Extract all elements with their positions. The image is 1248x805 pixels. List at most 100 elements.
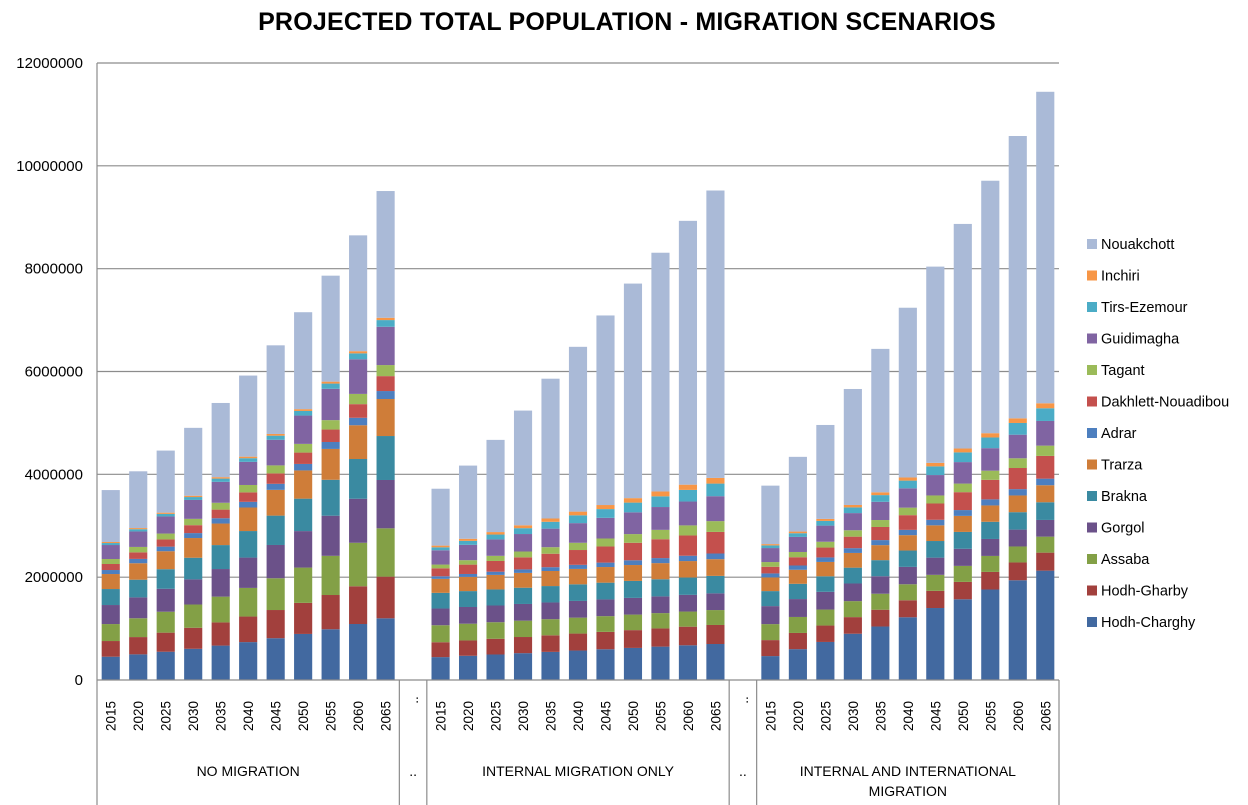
bar-segment-assaba [1036, 536, 1055, 553]
bar-segment-nouakchott [871, 348, 890, 493]
y-axis: 0 2000000 4000000 6000000 8000000 10000000 120… [16, 55, 98, 689]
x-tick-label: 2020 [461, 701, 476, 731]
bar-segment-assaba [623, 614, 643, 631]
bar-segment-tagant [1036, 445, 1055, 456]
bar-segment-hodh-gharby [651, 628, 670, 647]
bar-segment-guidimagha [431, 550, 450, 565]
bar-segment-tagant [431, 564, 450, 569]
bar-segment-trarza [513, 572, 533, 588]
legend-swatch [1087, 617, 1097, 627]
bar-segment-brakna [239, 531, 258, 558]
bar-segment-hodh-gharby [706, 624, 725, 644]
bar-segment-inchiri [431, 545, 450, 548]
bar-segment-trarza [321, 448, 340, 480]
bar-segment-trarza [211, 523, 230, 546]
bar-segment-adrar [431, 576, 450, 579]
bar-segment-nouakchott [651, 252, 670, 492]
bar-segment-hodh-charghy [678, 645, 698, 680]
x-axis: 2015 2020 2025 2030 2035 2040 2045 2050 2055 2060… [96, 679, 1060, 805]
bar-segment-gorgol [431, 608, 450, 626]
bar-segment-hodh-gharby [294, 602, 313, 634]
bar-segment-dakhlett-nouadibou [926, 503, 945, 520]
bar-segment-hodh-gharby [266, 610, 285, 639]
bar-segment-brakna [129, 579, 148, 598]
bar-segment-dakhlett-nouadibou [458, 564, 478, 574]
bar-segment-tagant [843, 530, 862, 537]
legend-label: Trarza [1101, 458, 1143, 474]
y-tick-label: 2000000 [25, 569, 83, 586]
bar-segment-assaba [926, 574, 945, 591]
bar-segment-hodh-charghy [568, 650, 588, 680]
bar-segment-trarza [1008, 495, 1027, 513]
bar-segment-dakhlett-nouadibou [266, 473, 285, 484]
legend-label: Dakhlett-Nouadibou [1101, 395, 1229, 411]
bar-segment-nouakchott [211, 402, 230, 478]
bar-segment-hodh-charghy [953, 599, 972, 680]
legend-label: Assaba [1101, 552, 1150, 568]
bar-segment-hodh-charghy [981, 589, 1000, 680]
bar-segment-guidimagha [953, 462, 972, 484]
bar-segment-hodh-charghy [843, 633, 862, 680]
bar-segment-brakna [568, 584, 588, 601]
bar-segment-trarza [568, 568, 588, 585]
legend-item: Nouakchott [1087, 237, 1174, 253]
bar-segment-trarza [101, 574, 120, 590]
bar-segment-guidimagha [458, 544, 478, 561]
bar-segment-brakna [898, 550, 917, 567]
bar-segment-inchiri [101, 542, 120, 544]
bar-segment-adrar [458, 573, 478, 577]
bar-segment-tagant [349, 393, 368, 405]
bar-segment-brakna [843, 567, 862, 584]
bar-segment-brakna [651, 579, 670, 597]
x-tick-label: 2035 [544, 701, 559, 731]
bar-segment-trarza [431, 578, 450, 593]
bar-segment-nouakchott [623, 283, 643, 499]
bar-segment-nouakchott [898, 307, 917, 478]
bar-segment-dakhlett-nouadibou [376, 376, 395, 392]
bar-segment-assaba [953, 565, 972, 582]
bar-segment-nouakchott [541, 378, 560, 519]
bar-segment-assaba [156, 611, 175, 633]
bar-segment-hodh-charghy [431, 657, 450, 680]
bar-segment-tirs-ezemour [184, 497, 203, 500]
bar-segment-gorgol [788, 599, 807, 617]
bar-segment-dakhlett-nouadibou [651, 539, 670, 559]
bar-segment-nouakchott [184, 427, 203, 496]
bar-segment-gorgol [376, 479, 395, 529]
bar-segment-tirs-ezemour [458, 540, 478, 545]
chart-title: PROJECTED TOTAL POPULATION - MIGRATION S… [258, 8, 996, 36]
bar-segment-nouakchott [816, 424, 835, 519]
bar-segment-gorgol [706, 593, 725, 611]
bar-segment-guidimagha [294, 415, 313, 444]
bar-segment-nouakchott [678, 220, 698, 485]
bar-segment-guidimagha [678, 501, 698, 526]
bar-segment-guidimagha [706, 496, 725, 522]
bar-segment-trarza [816, 561, 835, 577]
legend-swatch [1087, 428, 1097, 438]
bar-segment-trarza [294, 470, 313, 499]
bar-segment-nouakchott [513, 410, 533, 526]
legend-item: Assaba [1087, 552, 1150, 568]
bar-segment-gorgol [898, 566, 917, 585]
legend-label: Hodh-Gharby [1101, 584, 1189, 600]
bar-segment-dakhlett-nouadibou [596, 546, 615, 563]
bar-segment-trarza [871, 545, 890, 561]
bar-segment-gorgol [623, 597, 643, 615]
bar-segment-hodh-charghy [211, 645, 230, 680]
bar-segment-tirs-ezemour [981, 437, 1000, 449]
bar-segment-nouakchott [294, 312, 313, 410]
bar-segment-dakhlett-nouadibou [1036, 455, 1055, 479]
bar-segment-hodh-gharby [596, 631, 615, 650]
x-tick-label: 2055 [653, 701, 668, 731]
x-tick-label: 2025 [489, 701, 504, 731]
bar-segment-hodh-gharby [431, 642, 450, 658]
bar-segment-tirs-ezemour [706, 483, 725, 497]
bar-segment-guidimagha [1008, 434, 1027, 459]
bar-segment-inchiri [926, 462, 945, 467]
bar-segment-hodh-gharby [129, 637, 148, 655]
bar-segment-nouakchott [458, 465, 478, 539]
bar-segment-gorgol [1008, 529, 1027, 547]
legend-item: Tagant [1087, 363, 1145, 379]
bar-segment-dakhlett-nouadibou [816, 547, 835, 558]
legend-item: Hodh-Gharby [1087, 584, 1189, 600]
